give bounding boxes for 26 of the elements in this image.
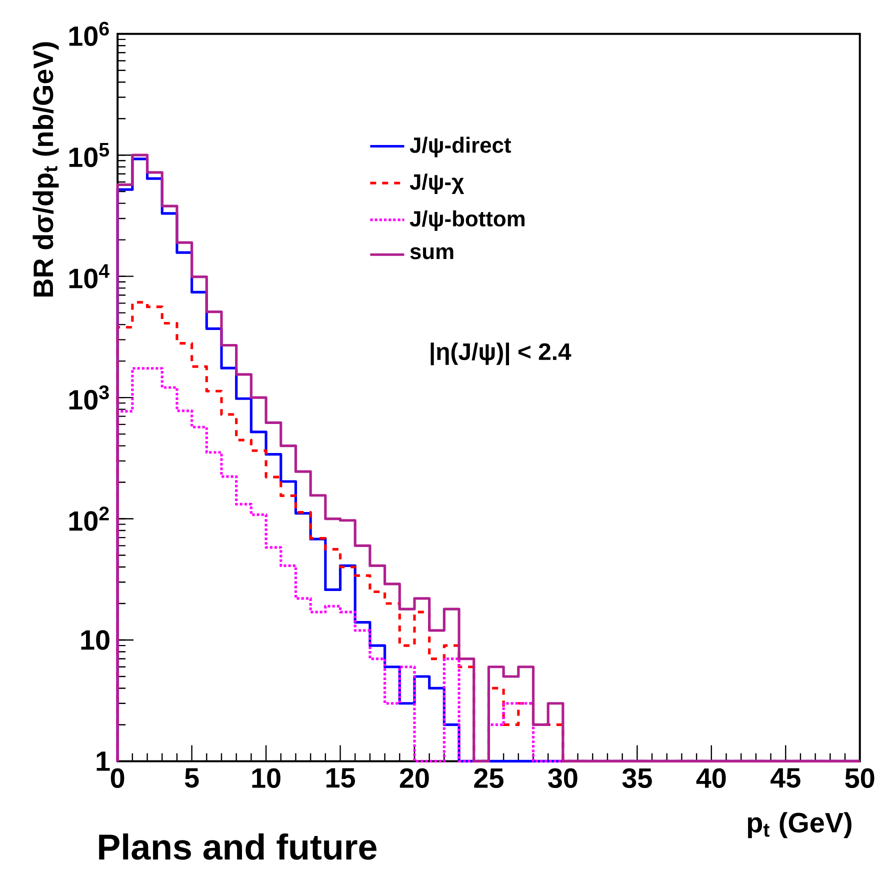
x-tick-label: 45 <box>770 768 800 788</box>
x-tick-label: 50 <box>845 768 874 788</box>
y-axis-title: BR dσ/dp$_{t}$ (nb/GeV) <box>32 42 59 297</box>
x-tick-label: 25 <box>474 768 504 788</box>
y-tick-label: 10$^{2}$ <box>69 506 109 532</box>
x-tick-label: 20 <box>400 768 429 788</box>
x-tick-label: 30 <box>548 768 578 788</box>
y-tick-label: 10$^{6}$ <box>69 22 109 46</box>
x-tick-label: 40 <box>696 768 726 788</box>
y-tick-label: 10 <box>81 630 110 650</box>
x-tick-label: 5 <box>184 768 199 788</box>
x-axis-title: p$_{t}$ (GeV) <box>748 812 852 838</box>
y-tick-label: 1 <box>96 752 110 771</box>
y-tick-label: 10$^{4}$ <box>69 264 110 288</box>
x-tick-label: 10 <box>252 768 280 788</box>
legend-label: sum <box>410 247 454 260</box>
x-tick-label: 15 <box>326 768 356 788</box>
annotation: |η(J/ψ)| < 2.4 <box>430 342 572 366</box>
x-tick-label: 0 <box>110 768 124 788</box>
y-tick-label: 10$^{3}$ <box>69 385 109 410</box>
legend-label: J/ψ-direct <box>410 136 512 158</box>
text: Plans and future <box>99 834 376 860</box>
x-tick-label: 35 <box>622 768 652 788</box>
y-tick-label: 10$^{5}$ <box>69 143 109 168</box>
legend-label: J/ψ-bottom <box>410 210 524 231</box>
legend-label: J/ψ-χ <box>410 174 464 194</box>
